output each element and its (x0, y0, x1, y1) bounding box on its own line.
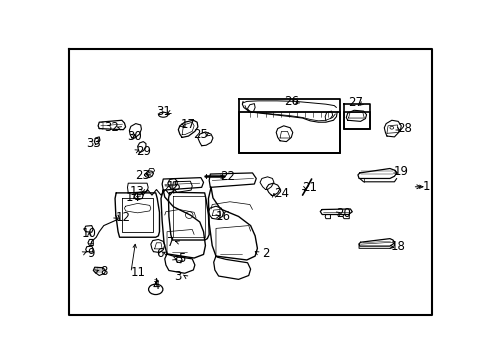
Text: 18: 18 (390, 240, 405, 253)
Text: 29: 29 (136, 145, 150, 158)
Text: 7: 7 (167, 236, 174, 249)
Text: 6: 6 (155, 247, 163, 260)
Text: 4: 4 (152, 279, 159, 292)
Text: 17: 17 (181, 118, 196, 131)
Text: 19: 19 (393, 165, 408, 178)
Text: 25: 25 (193, 128, 208, 141)
Text: 33: 33 (86, 137, 101, 150)
Text: 8: 8 (100, 265, 107, 278)
Text: 30: 30 (127, 130, 142, 143)
Bar (343, 112, 369, 129)
Text: 9: 9 (87, 247, 94, 260)
Text: 5: 5 (178, 252, 185, 265)
Text: 28: 28 (396, 122, 411, 135)
Text: 22: 22 (220, 170, 235, 183)
Text: 16: 16 (216, 210, 230, 223)
Text: 12: 12 (116, 211, 131, 224)
Text: 15: 15 (167, 180, 182, 193)
Text: 31: 31 (156, 105, 170, 118)
Text: 13: 13 (129, 185, 144, 198)
Text: 11: 11 (131, 266, 145, 279)
Text: 14: 14 (125, 192, 141, 204)
Text: 1: 1 (422, 180, 430, 193)
Bar (238, 112, 340, 153)
Text: 32: 32 (104, 121, 119, 134)
Text: 23: 23 (135, 169, 149, 182)
Text: 3: 3 (174, 270, 182, 283)
Text: 26: 26 (283, 95, 298, 108)
Text: 20: 20 (336, 207, 351, 220)
Text: 2: 2 (262, 247, 269, 260)
Text: 21: 21 (302, 181, 317, 194)
Text: 27: 27 (347, 96, 362, 109)
Text: 24: 24 (273, 187, 288, 200)
Text: 10: 10 (82, 228, 97, 240)
